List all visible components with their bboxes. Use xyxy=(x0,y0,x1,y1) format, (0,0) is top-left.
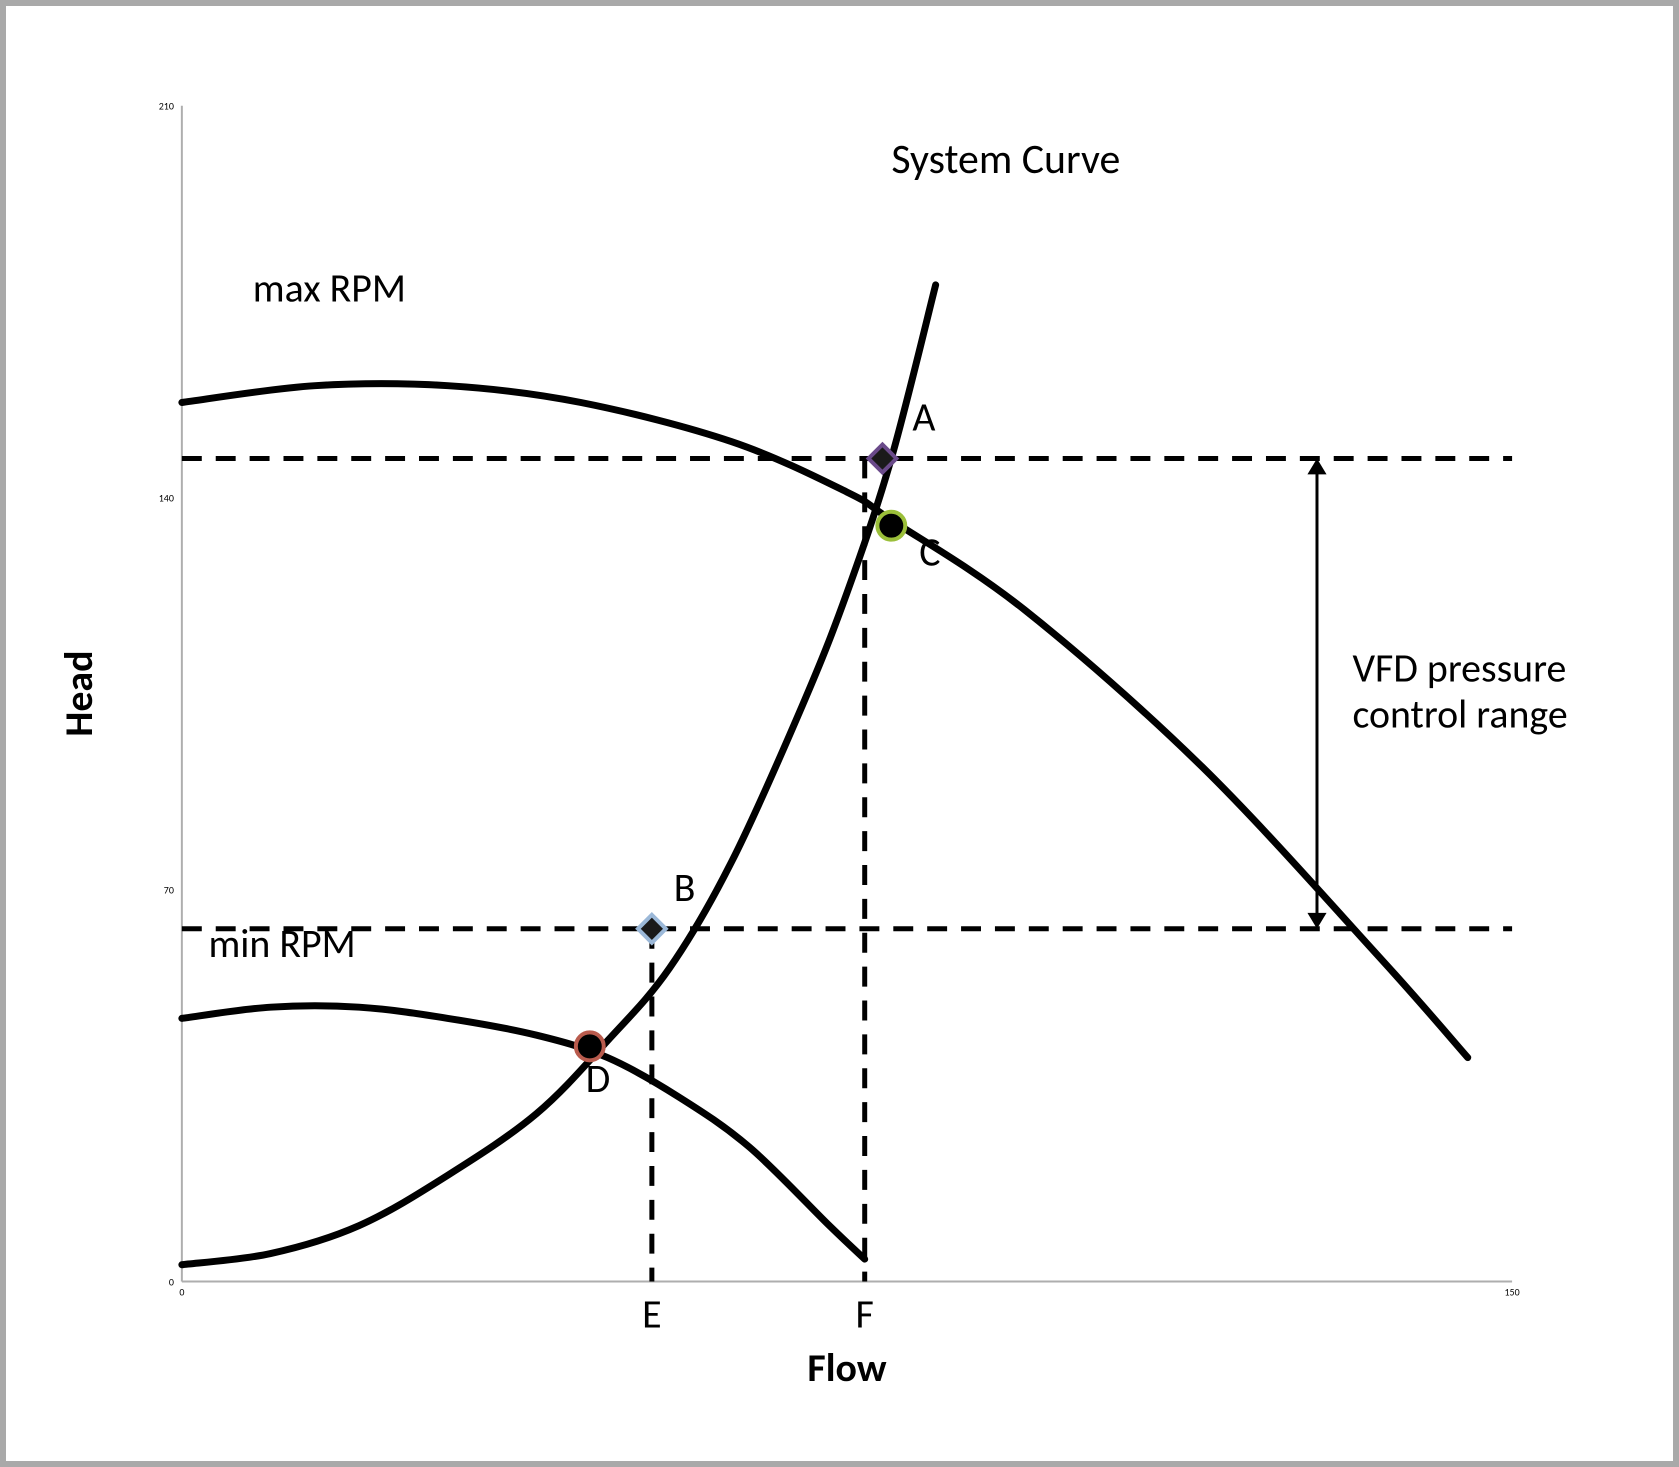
axis-point-label-F: F xyxy=(856,1289,874,1338)
pump-curve-chart: 0 70 140 210 0 150 max RPM min RPM System Curve A… xyxy=(36,36,1643,1431)
point-label-C: C xyxy=(919,528,940,577)
max-rpm-curve xyxy=(182,384,1468,1058)
point-C xyxy=(877,512,905,540)
chart-area: 0 70 140 210 0 150 max RPM min RPM System Curve A… xyxy=(36,36,1643,1431)
x-tick-label: 150 xyxy=(1505,1286,1520,1298)
point-label-B: B xyxy=(674,863,696,912)
x-tick-label: 0 xyxy=(179,1286,184,1298)
min-rpm-curve-label: min RPM xyxy=(208,919,355,968)
max-rpm-curve-label: max RPM xyxy=(253,264,406,313)
y-tick-label: 140 xyxy=(159,493,174,505)
point-label-D: D xyxy=(586,1054,611,1103)
point-label-A: A xyxy=(912,393,935,442)
system-curve-label: System Curve xyxy=(891,134,1120,185)
y-tick-label: 70 xyxy=(164,885,174,897)
chart-frame: 0 70 140 210 0 150 max RPM min RPM System Curve A… xyxy=(0,0,1679,1467)
y-tick-label: 210 xyxy=(159,101,174,113)
x-axis-label: Flow xyxy=(807,1343,886,1392)
y-tick-label: 0 xyxy=(169,1277,174,1289)
vfd-label-line1: VFD pressure xyxy=(1352,644,1566,693)
y-axis-label: Head xyxy=(54,651,103,737)
system-curve xyxy=(182,285,936,1265)
point-B xyxy=(638,915,666,943)
min-rpm-curve xyxy=(182,1006,865,1259)
vfd-label-line2: control range xyxy=(1352,690,1567,739)
axis-point-label-E: E xyxy=(642,1289,661,1338)
